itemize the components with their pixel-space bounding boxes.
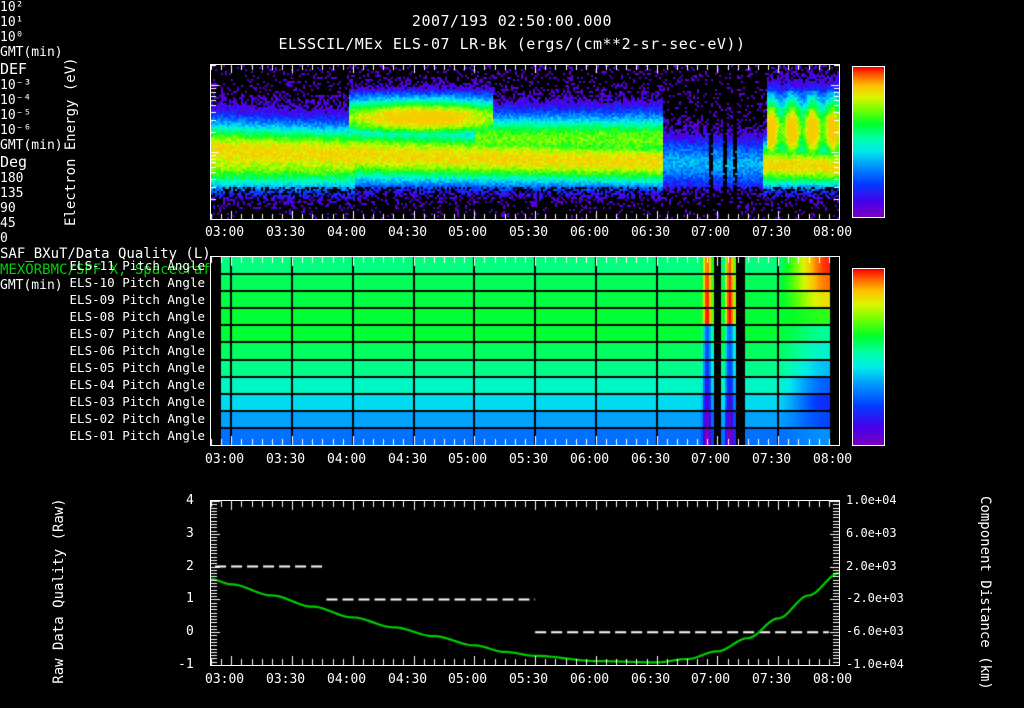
top-xtick-0400: 04:00	[327, 225, 367, 240]
bottom-ytick-right-20e03: 2.0e+03	[846, 559, 897, 573]
page-title: 2007/193 02:50:00.000	[411, 12, 613, 30]
top-panel-ylabel: Electron Energy (eV)	[63, 57, 79, 226]
pitch-angle-row-label: ELS-08 Pitch Angle	[69, 309, 205, 324]
bottom-xtick-0530: 05:30	[509, 672, 549, 687]
mid-xtick-0730: 07:30	[752, 452, 792, 467]
mid-xtick-0800: 08:00	[813, 452, 853, 467]
bottom-ytick-left-4: 4	[186, 493, 194, 508]
bottom-xtick-0300: 03:00	[205, 672, 245, 687]
bottom-ytick-left-0: 0	[186, 624, 194, 639]
bottom-ytick-right--20e03: -2.0e+03	[846, 591, 904, 605]
mid-xtick-0700: 07:00	[691, 452, 731, 467]
bottom-xlabel: GMT(min)	[0, 278, 63, 293]
bottom-panel-ylabel-left: Raw Data Quality (Raw)	[51, 498, 67, 684]
deg-tick-180: 180	[0, 171, 24, 186]
pitch-angle-row-label: ELS-05 Pitch Angle	[69, 360, 205, 375]
top-xtick-0630: 06:30	[631, 225, 671, 240]
bottom-ytick-right--10e04: -1.0e+04	[846, 657, 904, 671]
data-quality-plot-frame	[210, 500, 840, 666]
top-ytick-10e0: 10⁰	[0, 30, 24, 45]
bottom-xtick-0630: 06:30	[631, 672, 671, 687]
mid-xtick-0630: 06:30	[631, 452, 671, 467]
top-xtick-0800: 08:00	[813, 225, 853, 240]
deg-tick-135: 135	[0, 186, 24, 201]
def-colorbar-frame	[852, 66, 885, 218]
bottom-ytick-left-3: 3	[186, 526, 194, 541]
top-xtick-0330: 03:30	[266, 225, 306, 240]
mid-xtick-0430: 04:30	[388, 452, 428, 467]
electron-energy-spectrogram	[211, 65, 839, 219]
pitch-angle-row-label: ELS-01 Pitch Angle	[69, 428, 205, 443]
pitch-angle-row-label: ELS-11 Pitch Angle	[69, 258, 205, 273]
pitch-angle-row-label: ELS-02 Pitch Angle	[69, 411, 205, 426]
bottom-xtick-0800: 08:00	[813, 672, 853, 687]
def-colorbar-gradient	[853, 67, 884, 217]
top-ytick-10e2: 10²	[0, 0, 24, 15]
bottom-panel-ylabel-right: Component Distance (km)	[977, 496, 993, 690]
bottom-ytick-left--1: -1	[178, 657, 194, 672]
bottom-xtick-0330: 03:30	[266, 672, 306, 687]
top-xlabel: GMT(min)	[0, 45, 63, 60]
top-xtick-0430: 04:30	[388, 225, 428, 240]
mid-xtick-0530: 05:30	[509, 452, 549, 467]
top-xtick-0700: 07:00	[691, 225, 731, 240]
bottom-ytick-right-60e03: 6.0e+03	[846, 526, 897, 540]
mid-xtick-0300: 03:00	[205, 452, 245, 467]
top-ytick-10e1: 10¹	[0, 15, 24, 30]
deg-colorbar-frame	[852, 268, 885, 446]
bottom-title-left: SAF_BXuT/Data Quality (L)	[0, 246, 211, 262]
deg-colorbar-gradient	[853, 269, 884, 445]
bottom-ytick-right--60e03: -6.0e+03	[846, 624, 904, 638]
pitch-angle-row-label: ELS-06 Pitch Angle	[69, 343, 205, 358]
bottom-xtick-0430: 04:30	[388, 672, 428, 687]
pitch-angle-row-label: ELS-04 Pitch Angle	[69, 377, 205, 392]
bottom-ytick-right-10e04: 1.0e+04	[846, 493, 897, 507]
deg-colorbar-title: Deg	[0, 153, 28, 171]
mid-xtick-0400: 04:00	[327, 452, 367, 467]
top-xtick-0530: 05:30	[509, 225, 549, 240]
def-tick-1e-6: 10⁻⁶	[0, 123, 32, 138]
bottom-xtick-0600: 06:00	[570, 672, 610, 687]
deg-tick-90: 90	[0, 201, 16, 216]
bottom-xtick-0700: 07:00	[691, 672, 731, 687]
pitch-angle-row-label: ELS-03 Pitch Angle	[69, 394, 205, 409]
pitch-angle-row-label: ELS-09 Pitch Angle	[69, 292, 205, 307]
data-quality-and-distance-plot	[211, 501, 839, 665]
def-tick-1e-5: 10⁻⁵	[0, 108, 32, 123]
def-tick-1e-3: 10⁻³	[0, 78, 32, 93]
mid-xtick-0500: 05:00	[448, 452, 488, 467]
def-colorbar-title: DEF	[0, 60, 28, 78]
mid-xtick-0330: 03:30	[266, 452, 306, 467]
page-subtitle: ELSSCIL/MEx ELS-07 LR-Bk (ergs/(cm**2-sr…	[278, 35, 746, 53]
mid-xtick-0600: 06:00	[570, 452, 610, 467]
top-xtick-0600: 06:00	[570, 225, 610, 240]
top-xtick-0730: 07:30	[752, 225, 792, 240]
bottom-ytick-left-1: 1	[186, 591, 194, 606]
bottom-xtick-0500: 05:00	[448, 672, 488, 687]
top-xtick-0300: 03:00	[205, 225, 245, 240]
top-xtick-0500: 05:00	[448, 225, 488, 240]
electron-energy-spectrogram-frame	[210, 64, 840, 220]
def-tick-1e-4: 10⁻⁴	[0, 93, 32, 108]
pitch-angle-grid-frame	[210, 256, 840, 446]
mid-xlabel: GMT(min)	[0, 138, 63, 153]
bottom-xtick-0730: 07:30	[752, 672, 792, 687]
pitch-angle-row-label: ELS-07 Pitch Angle	[69, 326, 205, 341]
bottom-ytick-left-2: 2	[186, 559, 194, 574]
bottom-xtick-0400: 04:00	[327, 672, 367, 687]
bottom-title-right: MEXORBMC/SPF X, Spacecraft (R)	[0, 262, 253, 278]
pitch-angle-grid	[211, 257, 839, 445]
deg-tick-0: 0	[0, 231, 8, 246]
deg-tick-45: 45	[0, 216, 16, 231]
pitch-angle-row-label: ELS-10 Pitch Angle	[69, 275, 205, 290]
